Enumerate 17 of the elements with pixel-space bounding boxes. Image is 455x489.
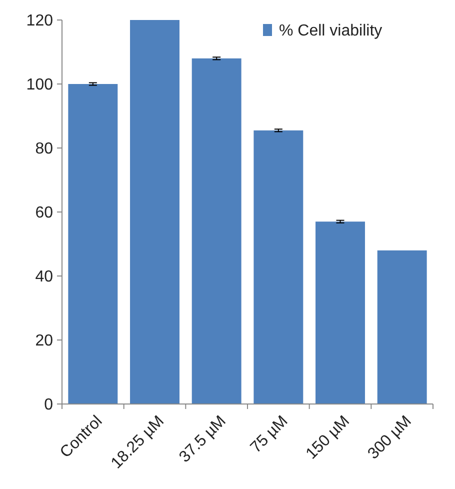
y-tick-label: 60 [35, 204, 54, 222]
x-tick-label: 300 µM [364, 412, 415, 463]
x-tick-label: 75 µM [248, 412, 292, 456]
y-tick-label: 0 [44, 396, 54, 414]
bar [377, 250, 427, 404]
legend-label: % Cell viability [279, 22, 382, 40]
bar [254, 130, 304, 404]
y-tick-label: 20 [35, 332, 54, 350]
bar [192, 58, 242, 404]
bar [68, 84, 118, 404]
bar [316, 222, 365, 404]
y-tick-label: 100 [26, 76, 54, 94]
y-tick-label: 80 [35, 140, 54, 158]
x-tick-label: 150 µM [303, 412, 354, 463]
bar [130, 20, 180, 404]
y-tick-label: 120 [26, 12, 54, 30]
y-tick-label: 40 [35, 268, 54, 286]
